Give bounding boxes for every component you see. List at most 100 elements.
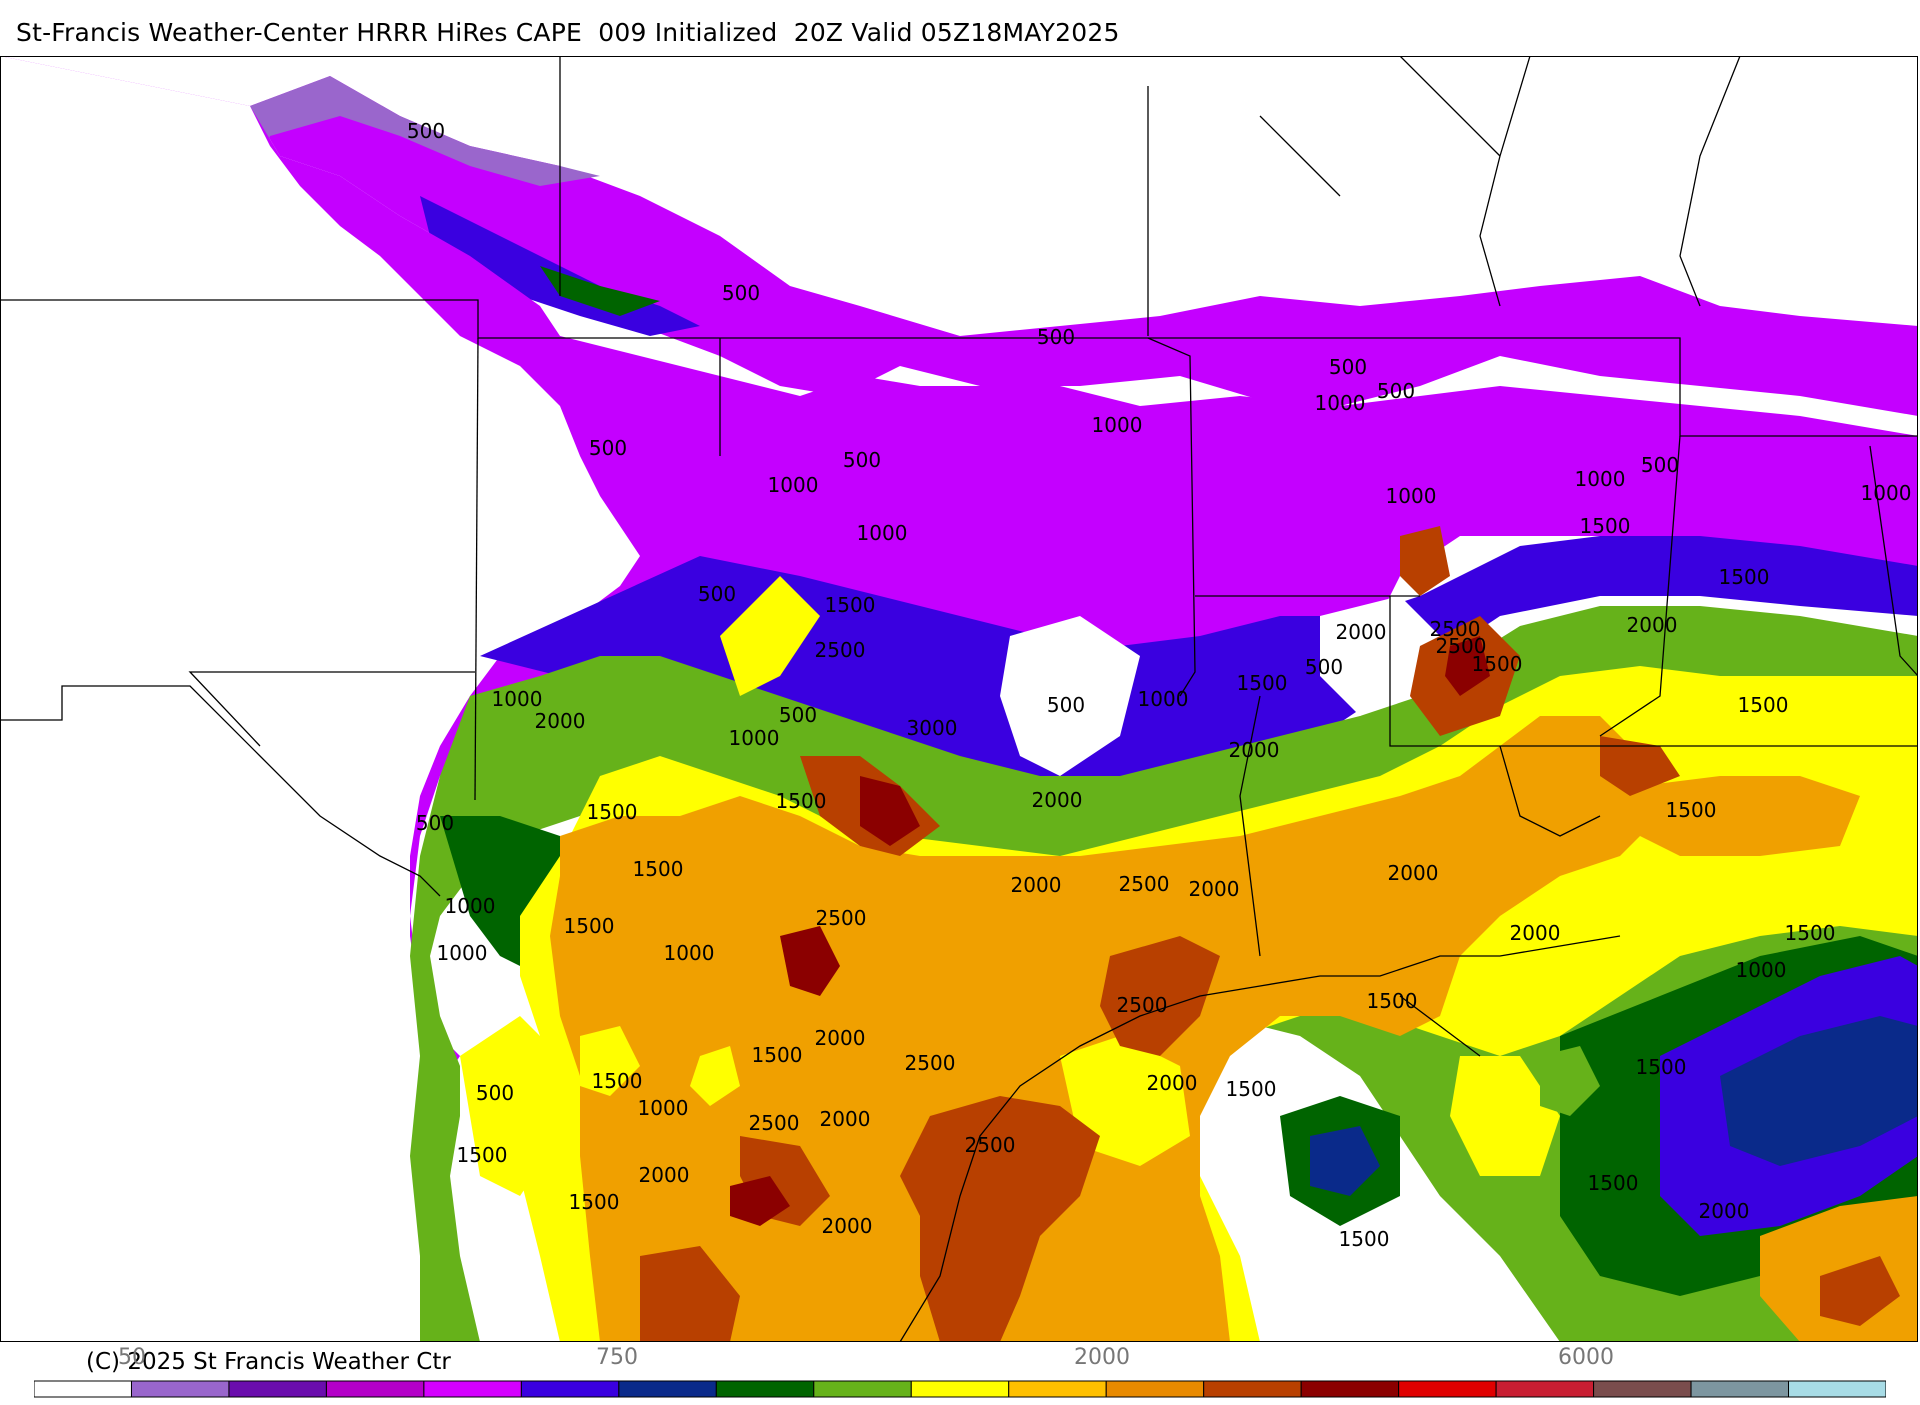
colorbar-swatch bbox=[715, 1380, 815, 1398]
cape-shading bbox=[0, 56, 1918, 1342]
contour-label: 2000 bbox=[1699, 1199, 1750, 1223]
contour-label: 1500 bbox=[1580, 514, 1631, 538]
contour-label: 1000 bbox=[857, 521, 908, 545]
chart-title: St-Francis Weather-Center HRRR HiRes CAP… bbox=[16, 18, 1120, 47]
contour-label: 1500 bbox=[1237, 671, 1288, 695]
colorbar-tick-label: 6000 bbox=[1558, 1345, 1614, 1370]
contour-label: 500 bbox=[476, 1081, 514, 1105]
contour-label: 1500 bbox=[1367, 989, 1418, 1013]
colorbar-swatch bbox=[1788, 1380, 1887, 1398]
colorbar-swatch bbox=[1008, 1380, 1107, 1398]
contour-label: 2000 bbox=[1388, 861, 1439, 885]
contour-label: 2000 bbox=[1627, 613, 1678, 637]
contour-label: 500 bbox=[722, 281, 760, 305]
contour-label: 500 bbox=[779, 703, 817, 727]
contour-label: 1000 bbox=[1138, 687, 1189, 711]
state-borders bbox=[0, 56, 1918, 957]
contour-label: 500 bbox=[1377, 379, 1415, 403]
contour-label: 1000 bbox=[638, 1096, 689, 1120]
contour-label: 1000 bbox=[729, 726, 780, 750]
contour-label: 2000 bbox=[1336, 620, 1387, 644]
colorbar-swatch bbox=[325, 1380, 425, 1398]
contour-label: 1000 bbox=[1736, 958, 1787, 982]
colorbar-tick-labels: 50 750 2000 6000 bbox=[118, 1345, 1614, 1370]
colorbar-swatch bbox=[1300, 1380, 1400, 1398]
contour-label: 1500 bbox=[569, 1190, 620, 1214]
contour-labels: 500 500 500 500 500 500 500 500 500 500 500 500 500 5… bbox=[407, 119, 1912, 1251]
colorbar-swatch bbox=[1495, 1380, 1595, 1398]
contour-label: 2500 bbox=[965, 1133, 1016, 1157]
colorbar-swatch bbox=[1105, 1380, 1205, 1398]
contour-label: 1500 bbox=[1636, 1055, 1687, 1079]
contour-label: 1500 bbox=[1339, 1227, 1390, 1251]
colorbar-swatch bbox=[618, 1380, 717, 1398]
contour-label: 500 bbox=[1641, 453, 1679, 477]
contour-label: 3000 bbox=[907, 716, 958, 740]
colorbar-swatch bbox=[910, 1380, 1010, 1398]
contour-label: 2000 bbox=[1510, 921, 1561, 945]
contour-label: 1500 bbox=[776, 789, 827, 813]
contour-label: 1500 bbox=[1472, 652, 1523, 676]
contour-label: 500 bbox=[1329, 355, 1367, 379]
contour-label: 2000 bbox=[1011, 873, 1062, 897]
contour-label: 1000 bbox=[1092, 413, 1143, 437]
contour-label: 1500 bbox=[1226, 1077, 1277, 1101]
contour-label: 500 bbox=[407, 119, 445, 143]
colorbar-swatch bbox=[813, 1380, 912, 1398]
contour-label: 1000 bbox=[437, 941, 488, 965]
colorbar-tick-label: 750 bbox=[596, 1345, 638, 1370]
contour-label: 2000 bbox=[1189, 877, 1240, 901]
colorbar-swatch bbox=[1593, 1380, 1692, 1398]
contour-label: 1500 bbox=[825, 593, 876, 617]
contour-label: 500 bbox=[1047, 693, 1085, 717]
contour-label: 1500 bbox=[587, 800, 638, 824]
contour-label: 1500 bbox=[564, 914, 615, 938]
contour-label: 500 bbox=[589, 436, 627, 460]
contour-label: 1500 bbox=[1666, 798, 1717, 822]
contour-label: 1500 bbox=[1588, 1171, 1639, 1195]
colorbar-tick-label: 50 bbox=[118, 1345, 146, 1370]
contour-label: 1000 bbox=[445, 894, 496, 918]
colorbar-swatch bbox=[1690, 1380, 1790, 1398]
copyright-notice: (C) 2025 St Francis Weather Ctr bbox=[86, 1349, 451, 1375]
contour-label: 1500 bbox=[752, 1043, 803, 1067]
contour-label: 1500 bbox=[457, 1143, 508, 1167]
contour-label: 2000 bbox=[820, 1107, 871, 1131]
contour-label: 500 bbox=[416, 811, 454, 835]
colorbar-tick-label: 2000 bbox=[1074, 1345, 1130, 1370]
contour-label: 1000 bbox=[768, 473, 819, 497]
colorbar-swatch bbox=[1398, 1380, 1497, 1398]
contour-label: 2000 bbox=[815, 1026, 866, 1050]
contour-label: 500 bbox=[843, 448, 881, 472]
contour-label: 500 bbox=[1037, 325, 1075, 349]
contour-label: 2500 bbox=[1430, 617, 1481, 641]
colorbar-swatch bbox=[228, 1380, 327, 1398]
contour-label: 1500 bbox=[592, 1069, 643, 1093]
colorbar-swatch bbox=[130, 1380, 230, 1398]
contour-label: 2500 bbox=[1436, 634, 1487, 658]
contour-label: 1000 bbox=[664, 941, 715, 965]
colorbar-swatch bbox=[33, 1380, 132, 1398]
cape-map: 500 500 500 500 500 500 500 500 500 500 500 500 500 5… bbox=[0, 56, 1918, 1342]
color-legend bbox=[33, 1380, 1887, 1405]
contour-label: 2500 bbox=[1119, 872, 1170, 896]
contour-label: 1000 bbox=[1315, 391, 1366, 415]
contour-label: 500 bbox=[1305, 655, 1343, 679]
contour-label: 2500 bbox=[749, 1111, 800, 1135]
contour-label: 1000 bbox=[1386, 484, 1437, 508]
contour-label: 2500 bbox=[816, 906, 867, 930]
contour-label: 2000 bbox=[535, 709, 586, 733]
colorbar-swatch bbox=[423, 1380, 522, 1398]
contour-label: 500 bbox=[698, 582, 736, 606]
contour-label: 1500 bbox=[1719, 565, 1770, 589]
contour-label: 2000 bbox=[822, 1214, 873, 1238]
contour-label: 2500 bbox=[1117, 993, 1168, 1017]
contour-label: 1500 bbox=[633, 857, 684, 881]
contour-label: 2500 bbox=[905, 1051, 956, 1075]
contour-label: 1500 bbox=[1785, 921, 1836, 945]
contour-label: 2000 bbox=[1147, 1071, 1198, 1095]
contour-label: 2000 bbox=[639, 1163, 690, 1187]
contour-label: 2000 bbox=[1032, 788, 1083, 812]
contour-label: 2500 bbox=[815, 638, 866, 662]
colorbar-swatch bbox=[520, 1380, 620, 1398]
